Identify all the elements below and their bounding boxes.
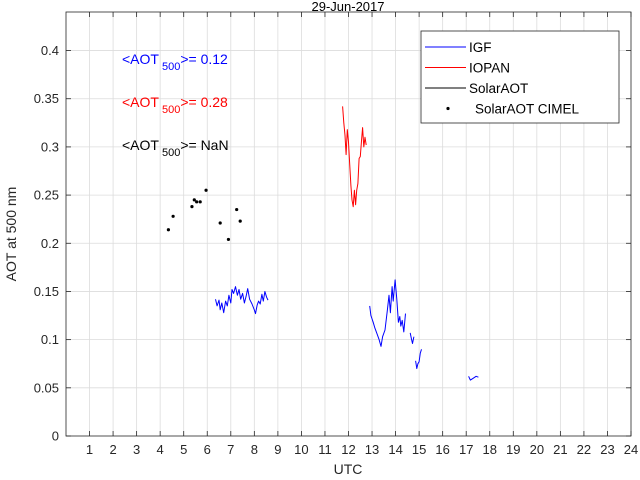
mean-aot-annotations: <AOT 500>= 0.12<AOT 500>= 0.28<AOT 500>= Na… <box>122 51 229 159</box>
x-tick-label: 16 <box>435 442 449 457</box>
series-solaraot-cimel-point <box>190 205 194 209</box>
legend-marker-solaraot-cimel <box>446 106 450 111</box>
y-tick-label: 0 <box>52 429 59 444</box>
legend: IGF IOPAN SolarAOT SolarAOT CIMEL <box>420 30 620 124</box>
y-axis-title: AOT at 500 nm <box>3 187 19 282</box>
x-tick-label: 13 <box>365 442 379 457</box>
series-igf-line <box>409 332 415 344</box>
x-tick-label: 14 <box>388 442 402 457</box>
annotation-subscript: 500 <box>162 147 180 159</box>
x-tick-label: 3 <box>133 442 140 457</box>
x-tick-label: 22 <box>577 442 591 457</box>
series-solaraot-cimel-point <box>166 228 171 232</box>
series-igf-line <box>215 286 269 315</box>
series-solaraot-cimel-point <box>226 237 231 242</box>
x-tick-label: 10 <box>294 442 308 457</box>
y-tick-label: 0.25 <box>34 188 59 203</box>
annotation-prefix: <AOT <box>122 94 159 110</box>
mean-aot-annotation: <AOT 500>= NaN <box>122 137 229 159</box>
chart-title: 29-Jun-2017 <box>312 0 385 14</box>
annotation-prefix: <AOT <box>122 51 159 67</box>
series-igf-line <box>415 349 422 369</box>
annotation-subscript: 500 <box>162 104 180 116</box>
series-solaraot-cimel-point <box>204 188 208 192</box>
data-layer <box>166 106 479 381</box>
x-tick-label: 23 <box>600 442 614 457</box>
y-tick-label: 0.4 <box>41 43 59 58</box>
series-iopan-line <box>342 106 367 208</box>
y-tick-label: 0.35 <box>34 91 59 106</box>
x-tick-label: 17 <box>459 442 473 457</box>
annotation-value: >= 0.28 <box>180 94 228 110</box>
series-solaraot-cimel-point <box>235 207 239 212</box>
series-solaraot-cimel-point <box>171 214 175 218</box>
x-tick-label: 7 <box>227 442 234 457</box>
y-tick-label: 0.2 <box>41 236 59 251</box>
series-solaraot-cimel-point <box>192 198 196 202</box>
y-tick-label: 0.3 <box>41 139 59 154</box>
y-tick-label: 0.15 <box>34 284 59 299</box>
x-tick-label: 19 <box>506 442 520 457</box>
x-tick-label: 5 <box>180 442 187 457</box>
series-solaraot-cimel-point <box>218 221 222 225</box>
legend-label-solaraot-cimel: SolarAOT CIMEL <box>475 102 580 117</box>
y-tick-label: 0.1 <box>41 332 59 347</box>
legend-items: IGF IOPAN SolarAOT SolarAOT CIMEL <box>425 40 580 117</box>
legend-label-iopan: IOPAN <box>469 61 510 76</box>
x-tick-label: 1 <box>86 442 93 457</box>
x-tick-label: 18 <box>483 442 497 457</box>
y-tick-label: 0.05 <box>34 380 59 395</box>
series-solaraot-cimel-point <box>198 200 202 204</box>
annotation-prefix: <AOT <box>122 137 159 153</box>
annotation-subscript: 500 <box>162 61 180 73</box>
x-tick-label: 20 <box>530 442 544 457</box>
series-igf-line <box>468 375 479 381</box>
x-tick-label: 8 <box>251 442 258 457</box>
x-tick-label: 15 <box>412 442 426 457</box>
series-solaraot-cimel-point <box>238 219 242 223</box>
x-tick-label: 2 <box>109 442 116 457</box>
x-tick-label: 4 <box>157 442 164 457</box>
axis-ticks: 1 2 3 4 5 6 7 8 9 10 11 12 13 14 15 16 17 18 19 20 21 22 23 240… <box>34 12 638 457</box>
annotation-value: >= 0.12 <box>180 51 228 67</box>
legend-label-igf: IGF <box>469 40 492 55</box>
grid-lines <box>66 12 631 436</box>
mean-aot-annotation: <AOT 500>= 0.28 <box>122 94 228 116</box>
x-tick-label: 6 <box>204 442 211 457</box>
x-tick-label: 24 <box>624 442 638 457</box>
x-tick-label: 12 <box>341 442 355 457</box>
x-tick-label: 11 <box>318 442 332 457</box>
legend-box <box>420 30 620 124</box>
x-tick-label: 9 <box>274 442 281 457</box>
annotation-value: >= NaN <box>180 137 228 153</box>
legend-label-solaraot: SolarAOT <box>469 81 528 96</box>
x-axis-title: UTC <box>334 461 363 477</box>
x-tick-label: 21 <box>553 442 567 457</box>
mean-aot-annotation: <AOT 500>= 0.12 <box>122 51 228 73</box>
series-solaraot-cimel-point <box>195 200 199 204</box>
series-igf-line <box>369 279 406 347</box>
